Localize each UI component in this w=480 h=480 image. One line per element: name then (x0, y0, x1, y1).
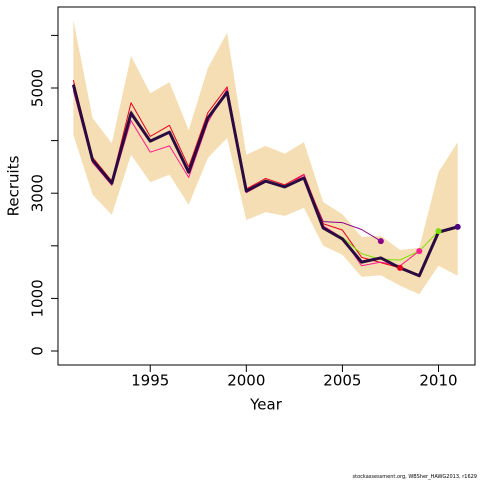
end-point (397, 264, 404, 271)
x-tick-label: 2010 (419, 372, 457, 390)
x-tick-label: 2005 (323, 372, 361, 390)
x-tick-label: 2000 (227, 372, 265, 390)
y-tick-label: 1000 (29, 279, 47, 317)
end-point (435, 228, 442, 235)
y-tick-label: 0 (29, 346, 47, 356)
end-point (377, 238, 384, 245)
y-tick-label: 5000 (29, 69, 47, 107)
series-line (71, 84, 459, 278)
plot-frame (57, 6, 476, 366)
end-point (454, 223, 461, 230)
end-point (416, 248, 423, 255)
x-axis-title: Year (249, 396, 283, 414)
series-line (72, 88, 420, 267)
caption: stockassessment.org, WBSher_HAWG2013, r1… (353, 474, 477, 480)
y-axis-title: Recruits (5, 155, 23, 216)
y-tick-label: 3000 (29, 174, 47, 212)
x-tick-label: 1995 (131, 372, 169, 390)
confidence-band (73, 20, 458, 295)
